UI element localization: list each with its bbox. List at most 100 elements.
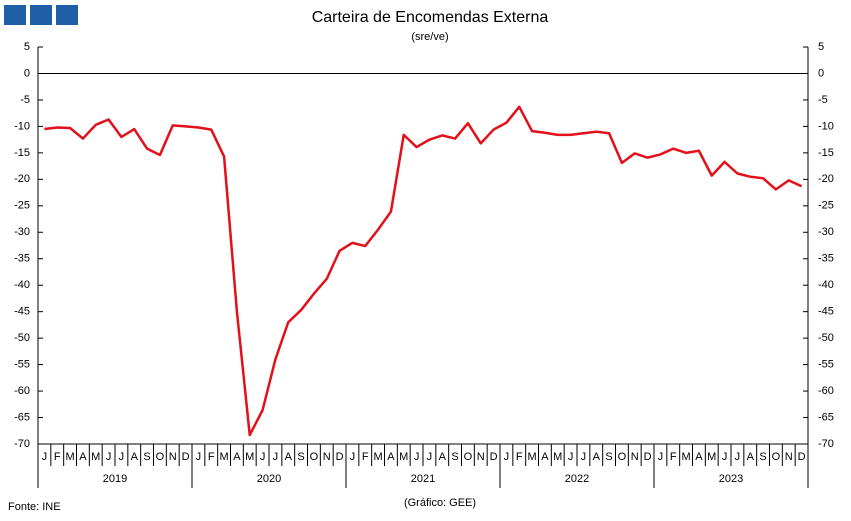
x-tick-label: D [490, 451, 498, 463]
y-tick-label: 5 [24, 41, 30, 53]
y2-tick-label: -70 [818, 438, 834, 450]
x-tick-label: A [439, 451, 447, 463]
x-tick-label: M [707, 451, 716, 463]
y-tick-label: -10 [14, 120, 30, 132]
x-tick-label: O [310, 451, 319, 463]
y-tick-label: -25 [14, 200, 30, 212]
y-tick-label: -15 [14, 147, 30, 159]
y2-tick-label: -10 [818, 120, 834, 132]
x-tick-label: D [336, 451, 344, 463]
year-label: 2020 [257, 473, 281, 485]
x-tick-label: A [233, 451, 241, 463]
year-label: 2022 [565, 473, 589, 485]
x-tick-label: A [695, 451, 703, 463]
x-tick-label: D [644, 451, 652, 463]
y2-tick-label: -5 [818, 94, 828, 106]
x-tick-label: J [196, 451, 202, 463]
chart-subtitle: (sre/ve) [411, 31, 448, 43]
x-tick-label: M [527, 451, 536, 463]
year-label: 2023 [719, 473, 743, 485]
x-tick-label: N [323, 451, 331, 463]
y2-tick-label: -30 [818, 226, 834, 238]
x-tick-label: O [156, 451, 165, 463]
logo-square [30, 5, 52, 25]
x-tick-label: M [681, 451, 690, 463]
y-tick-label: 0 [24, 67, 30, 79]
y2-tick-label: 5 [818, 41, 824, 53]
x-tick-label: J [414, 451, 420, 463]
x-tick-label: F [208, 451, 215, 463]
x-tick-label: A [285, 451, 293, 463]
x-tick-label: S [605, 451, 612, 463]
x-tick-label: S [143, 451, 150, 463]
x-tick-label: J [273, 451, 279, 463]
x-tick-label: M [65, 451, 74, 463]
y2-tick-label: -25 [818, 200, 834, 212]
x-tick-label: S [297, 451, 304, 463]
x-tick-label: J [119, 451, 125, 463]
y-tick-label: -40 [14, 279, 30, 291]
year-label: 2019 [103, 473, 127, 485]
y-tick-label: -55 [14, 359, 30, 371]
source: Fonte: INE [8, 501, 61, 513]
x-tick-label: M [245, 451, 254, 463]
y-tick-label: -45 [14, 306, 30, 318]
line-series [44, 105, 803, 437]
x-tick-label: A [131, 451, 139, 463]
year-label: 2021 [411, 473, 435, 485]
x-tick-label: J [735, 451, 741, 463]
y2-tick-label: -50 [818, 332, 834, 344]
x-tick-label: F [54, 451, 61, 463]
y2-tick-label: -35 [818, 253, 834, 265]
y2-tick-label: 0 [818, 67, 824, 79]
y-tick-label: -30 [14, 226, 30, 238]
x-tick-label: M [553, 451, 562, 463]
x-tick-label: J [42, 451, 48, 463]
y-tick-label: -20 [14, 173, 30, 185]
x-tick-label: S [759, 451, 766, 463]
x-tick-label: J [658, 451, 664, 463]
y-tick-label: -70 [14, 438, 30, 450]
y2-tick-label: -65 [818, 411, 834, 423]
x-tick-label: F [670, 451, 677, 463]
x-tick-label: A [593, 451, 601, 463]
chart-title: Carteira de Encomendas Externa [312, 9, 549, 26]
y-tick-label: -35 [14, 253, 30, 265]
x-tick-label: A [79, 451, 87, 463]
y2-tick-label: -60 [818, 385, 834, 397]
x-tick-label: D [798, 451, 806, 463]
x-tick-label: M [219, 451, 228, 463]
x-tick-label: A [387, 451, 395, 463]
x-tick-label: N [785, 451, 793, 463]
x-tick-label: O [618, 451, 627, 463]
x-tick-label: J [260, 451, 266, 463]
x-tick-label: J [568, 451, 574, 463]
y2-tick-label: -20 [818, 173, 834, 185]
x-tick-label: M [373, 451, 382, 463]
y2-tick-label: -55 [818, 359, 834, 371]
x-tick-label: O [772, 451, 781, 463]
y2-tick-label: -40 [818, 279, 834, 291]
y-tick-label: -50 [14, 332, 30, 344]
x-tick-label: D [182, 451, 190, 463]
x-tick-label: F [516, 451, 523, 463]
x-tick-label: J [581, 451, 587, 463]
y2-tick-label: -15 [818, 147, 834, 159]
x-tick-label: N [631, 451, 639, 463]
y-tick-label: -65 [14, 411, 30, 423]
x-tick-label: O [464, 451, 473, 463]
y2-tick-label: -45 [818, 306, 834, 318]
x-tick-label: J [722, 451, 728, 463]
logo-square [4, 5, 26, 25]
x-tick-label: J [350, 451, 356, 463]
x-tick-label: A [541, 451, 549, 463]
x-tick-label: J [427, 451, 433, 463]
x-tick-label: J [504, 451, 510, 463]
x-tick-label: A [747, 451, 755, 463]
credit: (Gráfico: GEE) [404, 497, 476, 509]
x-tick-label: J [106, 451, 112, 463]
x-tick-label: S [451, 451, 458, 463]
logo-square [56, 5, 78, 25]
x-tick-label: F [362, 451, 369, 463]
